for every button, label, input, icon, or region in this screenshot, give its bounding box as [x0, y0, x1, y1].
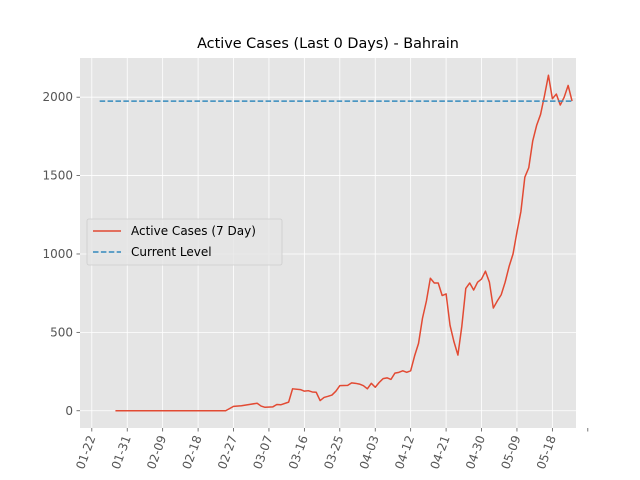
y-tick-label: 500: [50, 325, 73, 339]
y-tick-label: 2000: [42, 90, 73, 104]
legend-label: Current Level: [131, 245, 212, 259]
legend-box: [86, 218, 283, 266]
legend-label: Active Cases (7 Day): [131, 224, 256, 238]
y-tick-label: 0: [65, 404, 73, 418]
series-layer: [99, 74, 573, 412]
grid-lines: [80, 58, 589, 428]
legend: Active Cases (7 Day) Current Level: [86, 218, 283, 266]
y-tick-label: 1000: [42, 247, 73, 261]
chart-title: Active Cases (Last 0 Days) - Bahrain: [197, 36, 459, 52]
series-line-active-cases: [115, 74, 573, 412]
y-tick-label: 1500: [42, 169, 73, 183]
